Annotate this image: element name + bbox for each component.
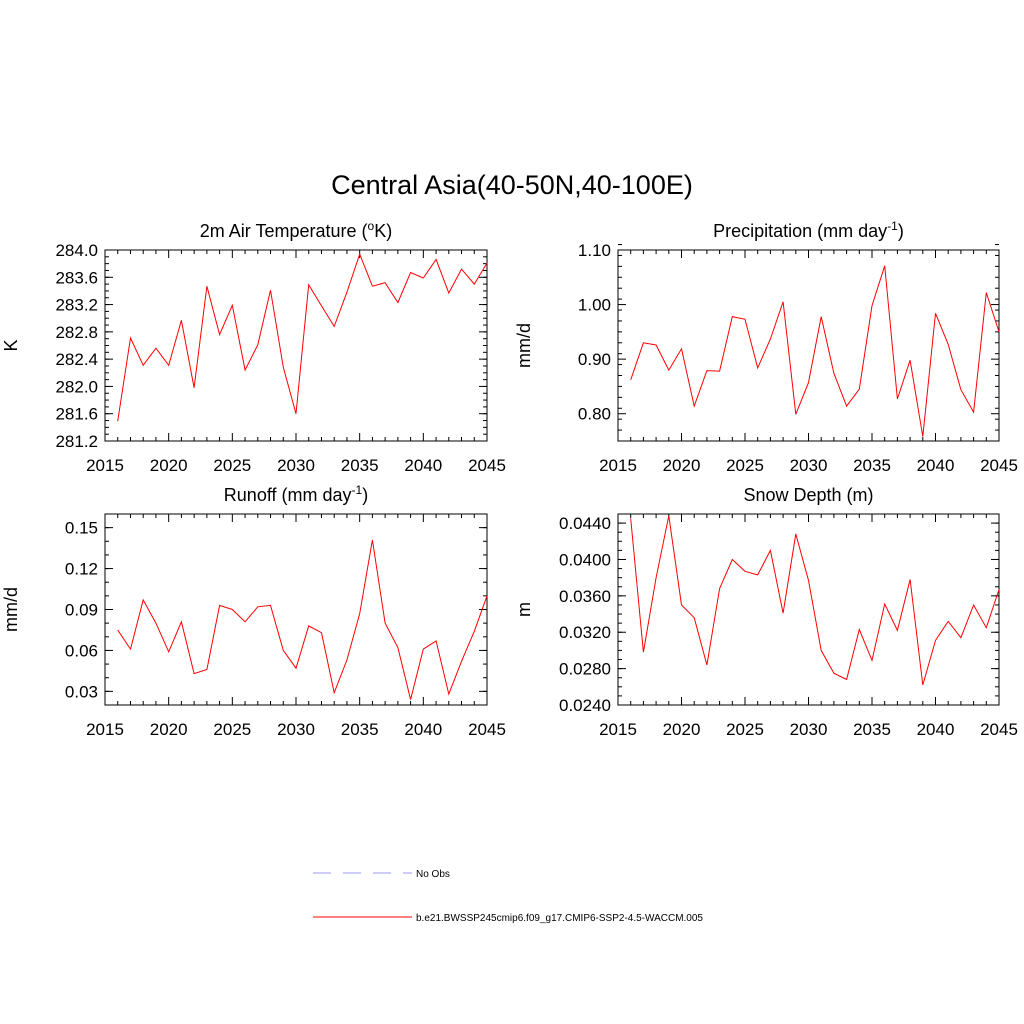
x-tick-label: 2040 xyxy=(404,720,442,739)
panel-title-text-end: ) xyxy=(898,221,904,241)
x-tick-label: 2035 xyxy=(853,720,891,739)
panel-title: Precipitation (mm day-1) xyxy=(713,219,904,241)
series-line-snow-depth xyxy=(630,515,1000,686)
legend-label-model: b.e21.BWSSP245cmip6.f09_g17.CMIP6-SSP2-4… xyxy=(416,913,703,924)
panel-title-text-end: ) xyxy=(362,485,368,505)
x-tick-label: 2015 xyxy=(86,720,124,739)
chart-temperature: 2015 2020 2025 2030 2035 2040 2045 284.0 283.6 28… xyxy=(1,219,506,475)
panel-title-superscript: -1 xyxy=(352,483,363,497)
y-tick-label: 1.00 xyxy=(578,296,611,315)
y-tick-label: 0.03 xyxy=(65,682,98,701)
y-tick-label: 0.0240 xyxy=(559,696,611,715)
y-tick-label: 0.15 xyxy=(65,519,98,538)
y-tick-label: 281.2 xyxy=(55,432,98,451)
plot-frame xyxy=(617,513,1000,706)
y-tick-label: 282.0 xyxy=(55,377,98,396)
x-tick-label: 2025 xyxy=(726,720,764,739)
y-axis-label: mm/d xyxy=(1,587,21,632)
x-tick-label: 2025 xyxy=(726,456,764,475)
chart-precipitation: 2015 2020 2025 2030 2035 2040 2045 1.10 1.00 0.90… xyxy=(514,219,1018,475)
x-tick-label: 2045 xyxy=(468,720,506,739)
y-tick-label: 0.80 xyxy=(578,405,611,424)
x-tick-label: 2015 xyxy=(599,456,637,475)
y-tick-label: 0.06 xyxy=(65,641,98,660)
x-tick-label: 2035 xyxy=(341,456,379,475)
x-tick-label: 2045 xyxy=(980,720,1018,739)
legend: No Obs b.e21.BWSSP245cmip6.f09_g17.CMIP6… xyxy=(313,869,703,924)
x-tick-label: 2035 xyxy=(853,456,891,475)
y-tick-label: 0.09 xyxy=(65,601,98,620)
chart-snow-depth: 2015 2020 2025 2030 2035 2040 2045 0.0440 0.0400… xyxy=(514,485,1018,739)
x-tick-label: 2030 xyxy=(790,456,828,475)
series-line-temperature xyxy=(117,252,488,422)
y-axis-label: m xyxy=(514,602,534,617)
y-tick-label: 283.2 xyxy=(55,296,98,315)
y-axis-label: mm/d xyxy=(514,323,534,368)
x-tick-label: 2040 xyxy=(917,456,955,475)
x-tick-label: 2030 xyxy=(277,456,315,475)
series-line-precipitation xyxy=(630,265,1000,437)
y-tick-label: 0.0320 xyxy=(559,623,611,642)
plot-frame xyxy=(617,249,1000,442)
x-tick-label: 2045 xyxy=(468,456,506,475)
y-tick-label: 281.6 xyxy=(55,405,98,424)
y-tick-label: 0.0400 xyxy=(559,550,611,569)
series-line-runoff xyxy=(117,539,488,700)
panel-title: 2m Air Temperature (oK) xyxy=(200,219,392,241)
x-tick-label: 2040 xyxy=(404,456,442,475)
y-tick-label: 0.0360 xyxy=(559,587,611,606)
x-tick-label: 2015 xyxy=(86,456,124,475)
x-tick-label: 2035 xyxy=(341,720,379,739)
y-axis-label: K xyxy=(1,339,21,351)
x-tick-label: 2045 xyxy=(980,456,1018,475)
panel-title-superscript: -1 xyxy=(887,219,898,233)
y-tick-label: 0.0280 xyxy=(559,660,611,679)
panel-title-text-end: K) xyxy=(374,221,392,241)
x-tick-label: 2015 xyxy=(599,720,637,739)
y-tick-label: 1.10 xyxy=(578,241,611,260)
x-tick-label: 2025 xyxy=(213,456,251,475)
x-tick-label: 2025 xyxy=(213,720,251,739)
panel-title: Snow Depth (m) xyxy=(743,485,873,505)
x-tick-label: 2030 xyxy=(790,720,828,739)
figure-title: Central Asia(40-50N,40-100E) xyxy=(331,170,693,200)
panel-title-text: Runoff (mm day xyxy=(224,485,352,505)
y-tick-label: 0.12 xyxy=(65,560,98,579)
panel-title-superscript: o xyxy=(368,219,375,233)
chart-runoff: 2015 2020 2025 2030 2035 2040 2045 0.15 0.12 0.09… xyxy=(1,483,506,739)
panel-title: Runoff (mm day-1) xyxy=(224,483,368,505)
panel-title-text: Precipitation (mm day xyxy=(713,221,887,241)
y-tick-label: 0.0440 xyxy=(559,514,611,533)
y-tick-label: 284.0 xyxy=(55,241,98,260)
x-tick-label: 2020 xyxy=(663,456,701,475)
y-tick-label: 0.90 xyxy=(578,350,611,369)
y-tick-label: 282.4 xyxy=(55,350,98,369)
plot-frame xyxy=(104,513,488,706)
x-tick-label: 2020 xyxy=(150,720,188,739)
legend-label-no-obs: No Obs xyxy=(416,869,450,880)
panel-title-text: Snow Depth (m) xyxy=(743,485,873,505)
x-tick-label: 2040 xyxy=(917,720,955,739)
y-tick-label: 283.6 xyxy=(55,268,98,287)
panel-title-text: 2m Air Temperature ( xyxy=(200,221,368,241)
x-tick-label: 2020 xyxy=(663,720,701,739)
y-tick-label: 282.8 xyxy=(55,323,98,342)
x-tick-label: 2030 xyxy=(277,720,315,739)
x-tick-label: 2020 xyxy=(150,456,188,475)
